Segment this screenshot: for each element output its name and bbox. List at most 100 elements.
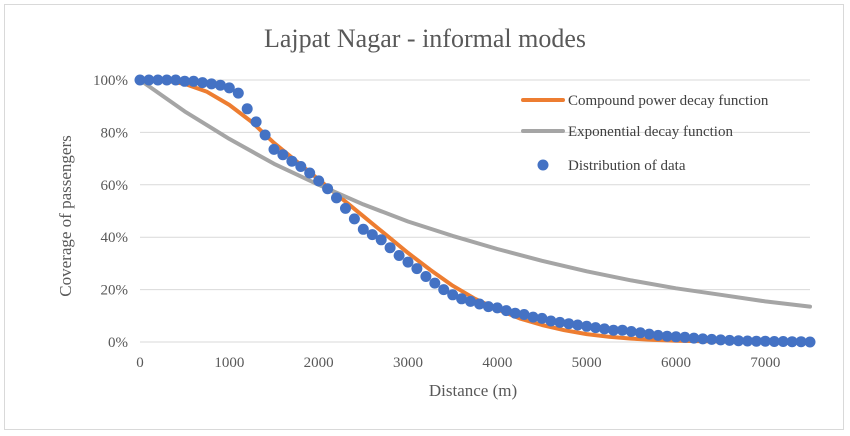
data-point [572,319,584,331]
data-point [625,326,637,337]
data-point [643,328,655,340]
data-point [733,335,744,347]
data-point [759,335,771,347]
data-point [608,324,619,336]
data-point [795,336,807,348]
data-point [313,175,325,187]
data-point [277,149,289,161]
y-tick-label: 20% [101,283,129,299]
series-line-compound-power-decay-function [138,78,812,344]
data-point [268,143,280,155]
data-point [581,320,593,332]
chart-frame: Lajpat Nagar - informal modes 0% 20% 40% 60… [4,4,844,430]
y-tick-labels: 0% 20% 40% 60% 80% 100% [93,73,128,351]
data-point [411,263,423,275]
data-point [250,116,262,128]
data-point [286,155,298,167]
data-point [340,202,351,214]
legend-label: Distribution of data [568,158,686,174]
data-point [634,327,646,339]
legend-label: Exponential decay function [568,124,733,140]
data-point [679,331,691,343]
scatter-points [134,74,816,348]
x-tick-label: 7000 [750,355,780,371]
data-point [715,334,727,346]
data-point [804,336,816,348]
data-point [768,336,780,347]
data-point [688,332,700,344]
chart-svg: Lajpat Nagar - informal modes 0% 20% 40% 60… [56,24,816,400]
data-point [697,333,709,345]
data-point [465,295,476,307]
data-point [706,333,718,345]
data-point [134,74,146,86]
data-point [322,183,334,195]
data-point [206,78,217,90]
legend-marker [537,159,549,171]
data-point [777,336,789,347]
x-tick-label: 0 [136,355,144,371]
data-point [179,75,191,87]
data-point [563,318,575,330]
data-point [536,312,548,324]
data-point [500,305,512,317]
data-point [491,302,503,314]
x-tick-label: 6000 [661,355,691,371]
data-point [170,74,182,86]
data-point [616,324,628,336]
legend: Compound power decay function Exponential… [521,93,769,174]
x-tick-label: 2000 [304,355,334,371]
data-point [295,161,307,172]
data-point [143,74,155,86]
data-point [366,229,378,241]
y-tick-label: 80% [101,125,129,141]
x-tick-label: 3000 [393,355,423,371]
data-point [750,335,762,347]
data-point [393,250,405,261]
legend-label: Compound power decay function [568,93,769,109]
data-point [331,192,342,204]
x-axis-label: Distance (m) [429,381,517,400]
data-point [742,335,753,347]
data-point [420,271,432,282]
data-point [447,289,459,301]
y-tick-label: 40% [101,230,129,246]
y-tick-label: 100% [93,73,128,89]
x-tick-label: 4000 [482,355,512,371]
data-point [724,334,736,346]
data-point [348,213,360,225]
data-point [232,87,244,99]
x-tick-labels: 0 1000 2000 3000 4000 5000 6000 7000 [136,355,780,371]
data-point [554,316,566,328]
data-point [152,74,164,86]
data-point [474,298,485,310]
x-tick-label: 5000 [572,355,602,371]
data-point [482,301,494,313]
data-point [545,315,557,327]
data-point [241,103,253,115]
y-tick-label: 60% [101,178,129,194]
data-point [375,234,387,246]
data-point [429,277,441,289]
series-lines [138,78,812,344]
data-point [402,256,414,268]
data-point [456,293,468,305]
data-point [188,75,200,87]
data-point [438,284,450,296]
data-point [259,129,271,141]
data-point [384,242,396,254]
data-point [223,82,235,94]
data-point [197,77,208,89]
data-point [786,336,798,348]
y-axis-label: Coverage of passengers [56,135,75,296]
data-point [357,223,369,235]
data-point [509,307,521,319]
data-point [518,309,530,320]
y-tick-label: 0% [108,335,128,351]
data-point [661,330,673,342]
data-point [527,311,539,323]
data-point [304,167,316,179]
x-tick-label: 1000 [214,355,244,371]
chart-title: Lajpat Nagar - informal modes [264,24,586,53]
data-point [652,329,664,341]
